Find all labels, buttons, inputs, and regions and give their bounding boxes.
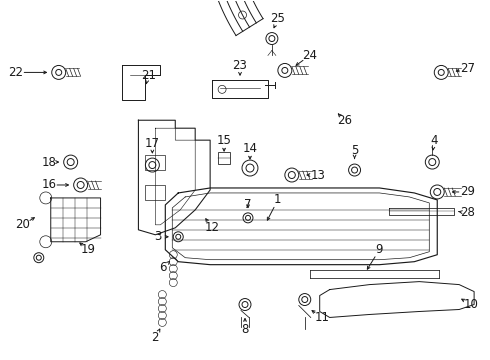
Text: 15: 15 <box>217 134 231 147</box>
Text: 23: 23 <box>233 59 247 72</box>
Text: 27: 27 <box>460 62 475 75</box>
Bar <box>218 152 230 164</box>
Text: 6: 6 <box>160 261 167 274</box>
Text: 22: 22 <box>8 66 24 79</box>
Text: 28: 28 <box>460 206 475 219</box>
Text: 24: 24 <box>302 49 317 62</box>
Text: 17: 17 <box>145 137 160 150</box>
Text: 20: 20 <box>15 218 30 231</box>
Text: 26: 26 <box>337 114 352 127</box>
Text: 5: 5 <box>351 144 358 157</box>
Bar <box>146 155 165 170</box>
Text: 25: 25 <box>270 12 285 25</box>
Text: 8: 8 <box>241 323 249 336</box>
Text: 19: 19 <box>81 243 96 256</box>
Text: 21: 21 <box>141 69 156 82</box>
Text: 18: 18 <box>41 156 56 168</box>
Text: 2: 2 <box>151 331 159 344</box>
Text: 13: 13 <box>310 168 325 181</box>
Bar <box>146 185 165 200</box>
Text: 1: 1 <box>274 193 282 206</box>
Text: 11: 11 <box>314 311 329 324</box>
Text: 14: 14 <box>243 141 257 155</box>
Text: 10: 10 <box>464 298 479 311</box>
Text: 3: 3 <box>155 230 162 243</box>
Text: 7: 7 <box>244 198 252 211</box>
Text: 12: 12 <box>205 221 220 234</box>
Text: 9: 9 <box>376 243 383 256</box>
Text: 16: 16 <box>41 179 56 192</box>
Text: 29: 29 <box>460 185 475 198</box>
Text: 4: 4 <box>431 134 438 147</box>
